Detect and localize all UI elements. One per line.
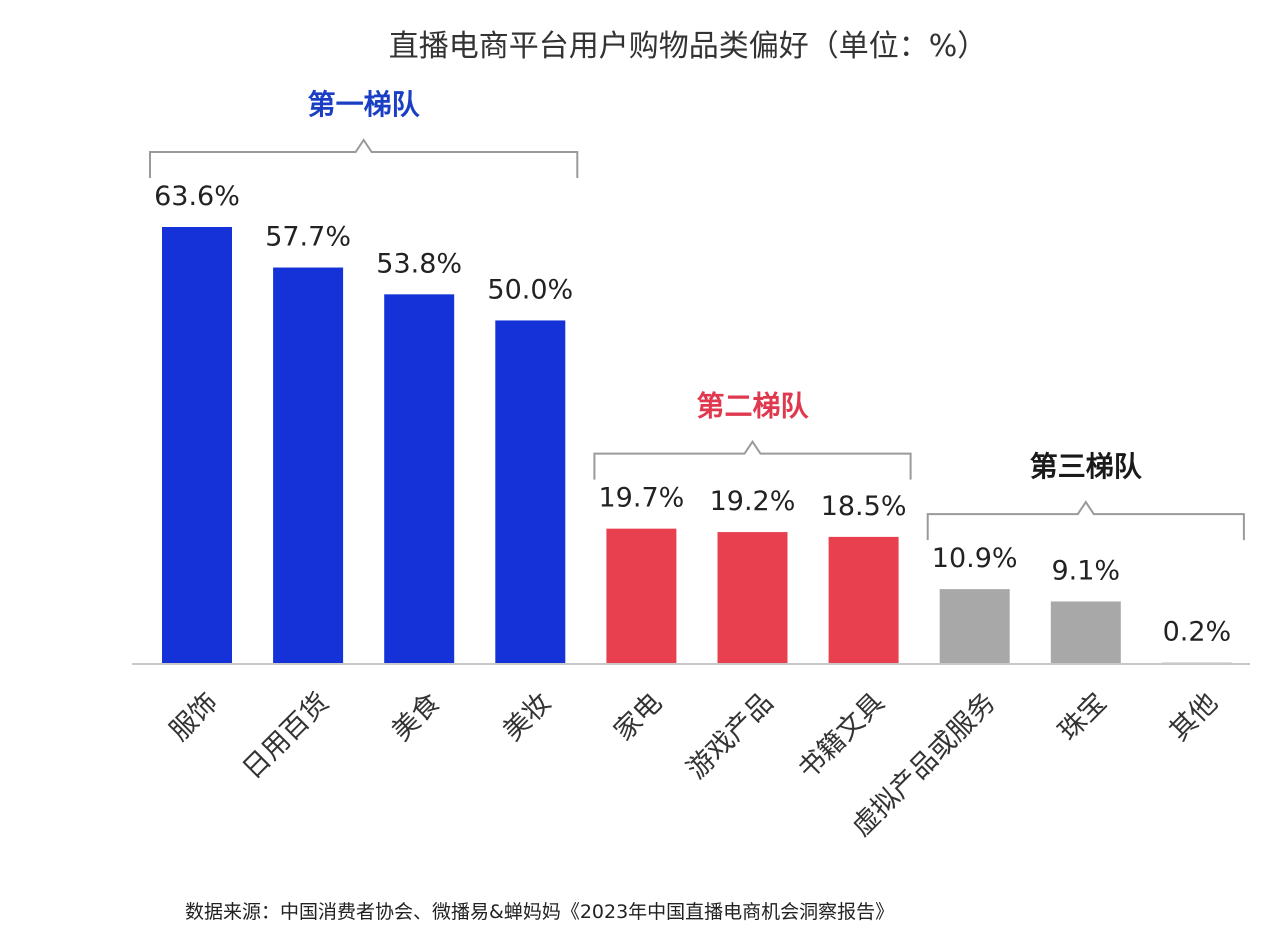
tier-label-0: 第一梯队 xyxy=(308,88,421,121)
tier-label-2: 第三梯队 xyxy=(1030,450,1143,483)
value-label-1: 57.7% xyxy=(265,222,351,253)
tier-bracket-0 xyxy=(149,138,579,178)
tier-bracket-1 xyxy=(593,439,912,480)
value-labels-group: 63.6% 57.7% 53.8% 50.0% 19.7% 19.2% 18.5% 10.9%… xyxy=(154,181,1231,648)
value-label-3: 50.0% xyxy=(487,274,573,305)
tier-label-1: 第二梯队 xyxy=(696,390,809,423)
value-label-9: 0.2% xyxy=(1163,617,1232,648)
category-label-9: 其他 xyxy=(1164,687,1224,747)
bar-1 xyxy=(273,267,344,664)
bar-3 xyxy=(495,320,566,664)
value-label-2: 53.8% xyxy=(376,248,462,279)
value-label-0: 63.6% xyxy=(154,181,240,212)
value-label-4: 19.7% xyxy=(599,483,685,514)
tier-bracket-2 xyxy=(926,500,1245,541)
bar-6 xyxy=(828,536,899,664)
category-label-5: 游戏产品 xyxy=(681,687,779,785)
category-label-8: 珠宝 xyxy=(1053,687,1113,747)
bar-7 xyxy=(939,589,1010,664)
bar-2 xyxy=(384,294,455,664)
bar-0 xyxy=(162,227,232,664)
chart-title: 直播电商平台用户购物品类偏好（单位：%） xyxy=(389,29,988,64)
category-label-6: 书籍文具 xyxy=(792,687,890,785)
category-label-4: 家电 xyxy=(608,687,668,747)
category-label-2: 美食 xyxy=(386,687,446,747)
category-label-0: 服饰 xyxy=(164,687,224,747)
value-label-8: 9.1% xyxy=(1051,555,1120,586)
bar-4 xyxy=(606,528,677,664)
value-label-7: 10.9% xyxy=(932,543,1018,574)
bars-group xyxy=(162,227,1232,664)
value-label-6: 18.5% xyxy=(821,491,907,522)
source-note: 数据来源：中国消费者协会、微播易&蝉妈妈《2023年中国直播电商机会洞察报告》 xyxy=(185,901,894,923)
bar-5 xyxy=(717,532,788,664)
category-label-1: 日用百货 xyxy=(237,687,335,785)
value-label-5: 19.2% xyxy=(710,486,796,517)
category-label-3: 美妆 xyxy=(497,687,557,747)
bar-8 xyxy=(1050,601,1121,664)
